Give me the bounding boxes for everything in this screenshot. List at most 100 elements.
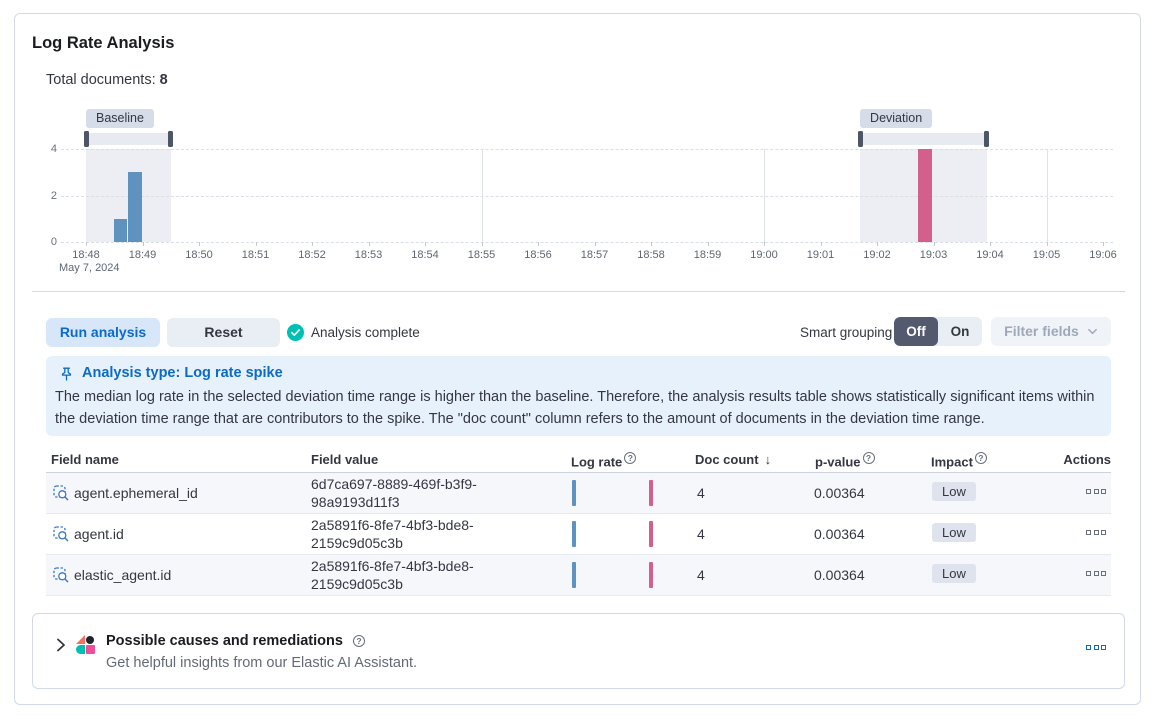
- x-axis-label: 19:02: [863, 249, 891, 261]
- sort-descending-icon[interactable]: ↓: [764, 452, 772, 467]
- column-header-actions[interactable]: Actions: [1063, 452, 1111, 467]
- cell-p-value: 0.00364: [814, 526, 865, 542]
- possible-causes-subtitle: Get helpful insights from our Elastic AI…: [106, 655, 418, 671]
- smart-grouping-off-button[interactable]: Off: [894, 317, 938, 346]
- reset-button[interactable]: Reset: [167, 318, 280, 347]
- row-actions-icon[interactable]: [1086, 489, 1106, 494]
- elastic-ai-assistant-icon: [76, 635, 95, 654]
- total-documents: Total documents: 8: [46, 72, 168, 88]
- document-count-chart: Baseline Deviation 4 2 0 18:48 18:49 18:50 18:51…: [15, 109, 1142, 289]
- help-icon[interactable]: ?: [352, 635, 365, 647]
- brush-handle-left[interactable]: [858, 131, 864, 147]
- brush-handle-right[interactable]: [167, 131, 173, 147]
- x-axis-tick: [481, 242, 483, 246]
- column-header-doc_count[interactable]: Doc count ↓: [695, 452, 772, 467]
- x-axis-label: 18:59: [693, 249, 722, 261]
- deviation-badge: Deviation: [860, 109, 933, 128]
- brush-handle-left[interactable]: [84, 131, 89, 147]
- impact-badge: Low: [932, 523, 976, 542]
- x-axis-tick: [933, 242, 935, 246]
- filter-fields-button[interactable]: Filter fields: [991, 317, 1111, 346]
- x-axis-label: 18:53: [354, 249, 383, 261]
- log-rate-baseline-bar: [572, 562, 576, 588]
- x-axis-label: 18:56: [524, 249, 552, 261]
- x-axis-label: 18:57: [580, 249, 609, 261]
- chevron-right-icon[interactable]: [53, 637, 69, 653]
- column-info-icon[interactable]: ?: [624, 452, 637, 464]
- panel-actions-icon[interactable]: [1086, 645, 1106, 650]
- table-row: agent.ephemeral_id 6d7ca697-8889-469f-b3f…: [46, 473, 1111, 514]
- possible-causes-panel: Possible causes and remediations ? Get h…: [32, 613, 1125, 689]
- baseline-badge: Baseline: [86, 109, 154, 128]
- y-axis-label: 0: [50, 236, 57, 248]
- cell-doc-count: 4: [697, 485, 705, 501]
- cell-p-value: 0.00364: [814, 567, 865, 583]
- baseline-brush[interactable]: [84, 131, 173, 147]
- run-analysis-button[interactable]: Run analysis: [46, 318, 160, 347]
- deviation-bar: [917, 149, 932, 242]
- x-axis-label: 18:50: [185, 249, 213, 261]
- column-header-impact[interactable]: Impact?: [931, 452, 987, 469]
- cell-field-name: elastic_agent.id: [74, 567, 172, 583]
- check-circle-icon: [287, 324, 304, 341]
- deviation-brush[interactable]: [858, 131, 990, 147]
- cell-field-value: 2a5891f6-8fe7-4bf3-bde8-2159c9d05c3b: [311, 558, 474, 592]
- x-axis-tick: [1046, 242, 1048, 246]
- column-header-field_value[interactable]: Field value: [311, 452, 379, 467]
- column-header-log_rate[interactable]: Log rate?: [571, 452, 637, 469]
- x-axis-tick: [255, 242, 257, 246]
- impact-badge: Low: [932, 564, 976, 583]
- y-gridline: [61, 242, 1113, 243]
- x-axis-tick: [1103, 242, 1104, 246]
- x-gridline: [481, 149, 483, 242]
- y-axis-label: 4: [50, 143, 57, 155]
- x-axis-tick: [990, 242, 991, 246]
- analysis-status: Analysis complete: [287, 324, 420, 341]
- x-axis-label: 19:05: [1032, 249, 1061, 261]
- section-divider: [32, 291, 1125, 292]
- x-axis-tick: [820, 242, 822, 246]
- x-gridline: [764, 149, 765, 242]
- brush-handle-right[interactable]: [984, 131, 990, 147]
- cell-field-name: agent.id: [74, 526, 124, 542]
- callout-body: The median log rate in the selected devi…: [55, 389, 1095, 427]
- column-header-p_value[interactable]: p-value?: [815, 452, 875, 469]
- x-axis-tick: [764, 242, 765, 246]
- table-row: agent.id 2a5891f6-8fe7-4bf3-bde8-2159c9d0…: [46, 514, 1111, 555]
- column-header-field_name[interactable]: Field name: [51, 452, 119, 467]
- x-axis-label: 18:54: [411, 249, 439, 261]
- log-rate-deviation-bar: [649, 480, 653, 506]
- x-axis-tick: [425, 242, 426, 246]
- row-actions-icon[interactable]: [1086, 571, 1106, 576]
- x-axis-tick: [538, 242, 539, 246]
- cell-field-name: agent.ephemeral_id: [74, 485, 198, 501]
- cell-field-value: 6d7ca697-8889-469f-b3f9-98a9193d11f3: [311, 476, 477, 510]
- field-filter-icon[interactable]: [53, 485, 69, 501]
- cell-doc-count: 4: [697, 526, 705, 542]
- cell-p-value: 0.00364: [814, 485, 865, 501]
- total-documents-value: 8: [159, 72, 168, 88]
- field-filter-icon[interactable]: [53, 526, 69, 542]
- column-info-icon[interactable]: ?: [862, 452, 875, 464]
- log-rate-deviation-bar: [649, 562, 653, 588]
- column-info-icon[interactable]: ?: [974, 452, 987, 464]
- smart-grouping-toggle: Off On: [894, 317, 982, 346]
- x-axis-tick: [707, 242, 709, 246]
- table-row: elastic_agent.id 2a5891f6-8fe7-4bf3-bde8-…: [46, 555, 1111, 596]
- row-actions-icon[interactable]: [1086, 530, 1106, 535]
- cell-field-value: 2a5891f6-8fe7-4bf3-bde8-2159c9d05c3b: [311, 517, 474, 551]
- possible-causes-title[interactable]: Possible causes and remediations ?: [106, 633, 365, 649]
- smart-grouping-on-button[interactable]: On: [950, 324, 970, 339]
- x-axis-label: 19:04: [976, 249, 1004, 261]
- log-rate-deviation-bar: [649, 521, 653, 547]
- x-axis-label: 19:00: [750, 249, 778, 261]
- log-rate-baseline-bar: [572, 480, 576, 506]
- x-gridline: [1046, 149, 1048, 242]
- smart-grouping-label: Smart grouping: [800, 325, 893, 340]
- x-axis-label: 19:06: [1089, 249, 1117, 261]
- field-filter-icon[interactable]: [53, 567, 69, 583]
- callout-title: Analysis type: Log rate spike: [82, 365, 283, 381]
- y-gridline: [61, 195, 1113, 197]
- x-axis-label: 19:03: [919, 249, 948, 261]
- x-axis-label: 18:49: [128, 249, 157, 261]
